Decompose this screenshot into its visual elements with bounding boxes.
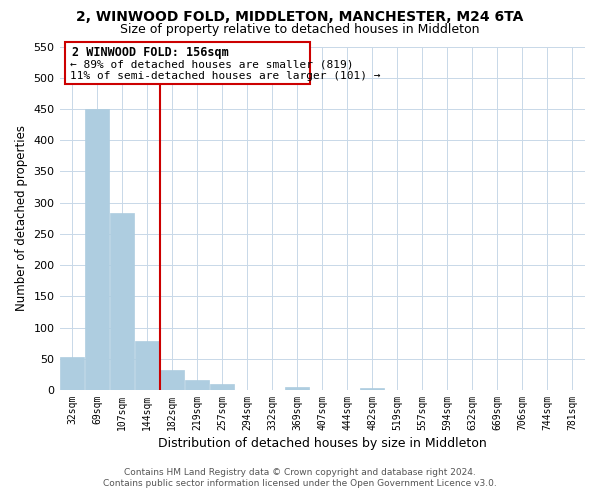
FancyBboxPatch shape bbox=[65, 42, 310, 84]
Bar bbox=[60, 357, 84, 390]
Text: 11% of semi-detached houses are larger (101) →: 11% of semi-detached houses are larger (… bbox=[70, 71, 380, 81]
Text: Contains HM Land Registry data © Crown copyright and database right 2024.
Contai: Contains HM Land Registry data © Crown c… bbox=[103, 468, 497, 487]
Bar bbox=[85, 109, 109, 390]
Bar bbox=[286, 387, 309, 390]
Bar bbox=[160, 370, 184, 390]
Text: Size of property relative to detached houses in Middleton: Size of property relative to detached ho… bbox=[120, 22, 480, 36]
Text: ← 89% of detached houses are smaller (819): ← 89% of detached houses are smaller (81… bbox=[70, 60, 353, 70]
Bar bbox=[135, 340, 159, 390]
X-axis label: Distribution of detached houses by size in Middleton: Distribution of detached houses by size … bbox=[158, 437, 487, 450]
Bar bbox=[110, 213, 134, 390]
Text: 2, WINWOOD FOLD, MIDDLETON, MANCHESTER, M24 6TA: 2, WINWOOD FOLD, MIDDLETON, MANCHESTER, … bbox=[76, 10, 524, 24]
Bar bbox=[185, 380, 209, 390]
Bar bbox=[361, 388, 384, 390]
Bar bbox=[210, 384, 234, 390]
Text: 2 WINWOOD FOLD: 156sqm: 2 WINWOOD FOLD: 156sqm bbox=[72, 46, 229, 59]
Y-axis label: Number of detached properties: Number of detached properties bbox=[15, 125, 28, 311]
